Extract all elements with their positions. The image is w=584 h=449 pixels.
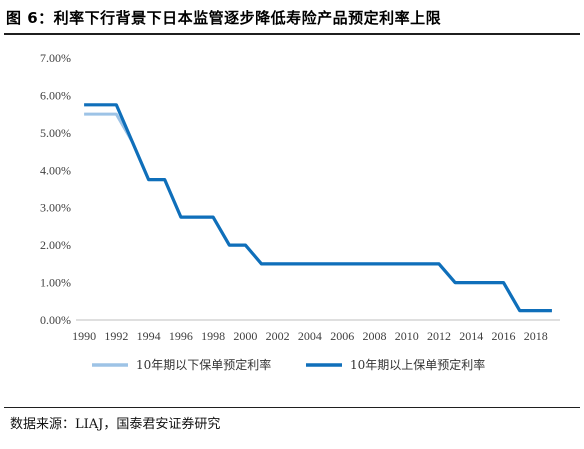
rate-cap-line-chart: 0.00% 1.00% 2.00% 3.00% 4.00% 5.00% 6.00% 7.00%… [40, 51, 560, 372]
x-tick-label: 2000 [233, 329, 257, 343]
y-tick-label: 0.00% [40, 313, 71, 327]
y-tick-label: 7.00% [40, 51, 71, 65]
legend-label-2: 10年期以上保单预定利率 [350, 357, 485, 372]
x-tick-label: 2014 [459, 329, 483, 343]
y-tick-label: 5.00% [40, 126, 71, 140]
x-tick-label: 2012 [427, 329, 451, 343]
x-tick-label: 2006 [330, 329, 354, 343]
x-tick-label: 2004 [298, 329, 322, 343]
title-rule [4, 33, 580, 35]
series-lines [84, 103, 552, 313]
x-axis-ticks: 1990 1992 1994 1996 1998 2000 2002 2004 2006 2008… [72, 329, 548, 343]
legend-label-1: 10年期以下保单预定利率 [136, 357, 271, 372]
x-tick-label: 2008 [362, 329, 386, 343]
x-tick-label: 1998 [201, 329, 225, 343]
y-tick-label: 2.00% [40, 238, 71, 252]
y-axis-ticks: 0.00% 1.00% 2.00% 3.00% 4.00% 5.00% 6.00% 7.00% [40, 51, 71, 327]
x-tick-label: 1992 [104, 329, 128, 343]
figure-title: 图 6：利率下行背景下日本监管逐步降低寿险产品预定利率上限 [6, 9, 442, 27]
y-tick-label: 6.00% [40, 88, 71, 102]
series-line-2 [84, 103, 552, 313]
x-tick-label: 1990 [72, 329, 96, 343]
x-tick-label: 1994 [137, 329, 161, 343]
x-tick-label: 2010 [395, 329, 419, 343]
x-tick-label: 1996 [169, 329, 193, 343]
legend: 10年期以下保单预定利率 10年期以上保单预定利率 [92, 357, 485, 372]
y-tick-label: 3.00% [40, 201, 71, 215]
source-rule [4, 407, 580, 408]
x-tick-label: 2018 [524, 329, 548, 343]
x-tick-label: 2016 [492, 329, 516, 343]
y-tick-label: 4.00% [40, 163, 71, 177]
source-note: 数据来源：LIAJ，国泰君安证券研究 [10, 417, 221, 432]
y-tick-label: 1.00% [40, 276, 71, 290]
x-tick-label: 2002 [266, 329, 290, 343]
